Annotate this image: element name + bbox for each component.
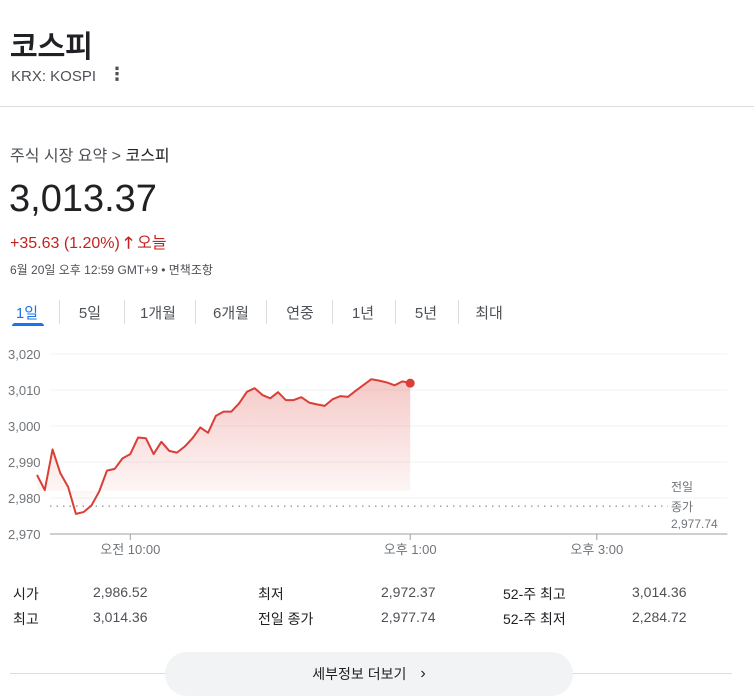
- breadcrumb-current: 코스피: [125, 148, 170, 165]
- active-tab-indicator: [12, 323, 44, 326]
- stat-label: 시가: [13, 586, 39, 602]
- stat-value: 2,284.72: [632, 609, 687, 625]
- stat-value: 2,977.74: [381, 609, 436, 625]
- page-title: 코스피: [10, 31, 93, 64]
- breadcrumb-separator: >: [111, 148, 122, 165]
- tab-1[interactable]: 1일: [15, 305, 39, 322]
- tab-8[interactable]: 최대: [475, 305, 503, 322]
- price-area: [37, 379, 411, 514]
- tab-3[interactable]: 1개월: [140, 305, 176, 322]
- stat-label: 52-주 최고: [503, 586, 566, 602]
- y-tick-label: 3,020: [8, 347, 41, 362]
- previous-close-label: 전일: [671, 480, 693, 494]
- tab-separator: [194, 300, 196, 324]
- previous-close-label: 종가: [671, 500, 693, 514]
- breadcrumb: 주식 시장 요약 > 코스피: [10, 142, 170, 166]
- stat-value: 3,014.36: [93, 609, 148, 625]
- stat-value: 3,014.36: [632, 584, 687, 600]
- tab-2[interactable]: 5일: [78, 305, 102, 322]
- x-tick-label: 오후 3:00: [570, 542, 623, 557]
- more-details-button[interactable]: 세부정보 더보기 ›: [165, 652, 573, 696]
- price-change: +35.63 (1.20%) 🡑 오늘: [10, 229, 167, 259]
- change-period: 오늘: [137, 235, 167, 252]
- ticker-symbol: KRX: KOSPI: [11, 68, 97, 85]
- more-vert-icon[interactable]: ⋮: [108, 64, 126, 84]
- y-tick-label: 2,970: [8, 527, 41, 542]
- tab-separator: [265, 300, 267, 324]
- y-tick-label: 3,000: [8, 419, 41, 434]
- x-tick-label: 오후 1:00: [384, 542, 437, 557]
- tab-7[interactable]: 5년: [414, 305, 438, 322]
- tab-separator: [58, 300, 60, 324]
- tab-4[interactable]: 6개월: [213, 305, 249, 322]
- tab-6[interactable]: 1년: [351, 305, 375, 322]
- divider: [572, 673, 732, 674]
- current-point-marker: [405, 378, 415, 388]
- breadcrumb-parent[interactable]: 주식 시장 요약: [10, 148, 108, 165]
- stat-label: 전일 종가: [258, 611, 314, 627]
- stat-value: 2,986.52: [93, 584, 148, 600]
- timestamp: 6월 20일 오후 12:59 GMT+9 • 면책조항: [10, 263, 213, 277]
- divider: [10, 673, 170, 674]
- stat-label: 최고: [13, 611, 39, 627]
- chevron-right-icon: ›: [420, 665, 426, 682]
- y-tick-label: 2,980: [8, 491, 41, 506]
- current-price: 3,013.37: [9, 178, 157, 220]
- tab-separator: [457, 300, 459, 324]
- tab-separator: [124, 300, 125, 324]
- stat-label: 52-주 최저: [503, 611, 566, 627]
- tab-separator: [394, 300, 396, 324]
- tab-separator: [331, 300, 333, 324]
- y-tick-label: 2,990: [8, 455, 41, 470]
- stat-value: 2,972.37: [381, 584, 436, 600]
- more-details-label: 세부정보 더보기: [312, 666, 407, 682]
- change-value: +35.63 (1.20%): [10, 235, 120, 252]
- y-tick-label: 3,010: [8, 383, 41, 398]
- stat-label: 최저: [258, 586, 284, 602]
- x-tick-label: 오전 10:00: [100, 542, 160, 557]
- arrow-up-icon: 🡑: [124, 235, 133, 252]
- previous-close-label: 2,977.74: [671, 517, 718, 531]
- price-line: [36, 378, 411, 515]
- divider: [0, 106, 754, 107]
- tab-5[interactable]: 연중: [286, 305, 314, 322]
